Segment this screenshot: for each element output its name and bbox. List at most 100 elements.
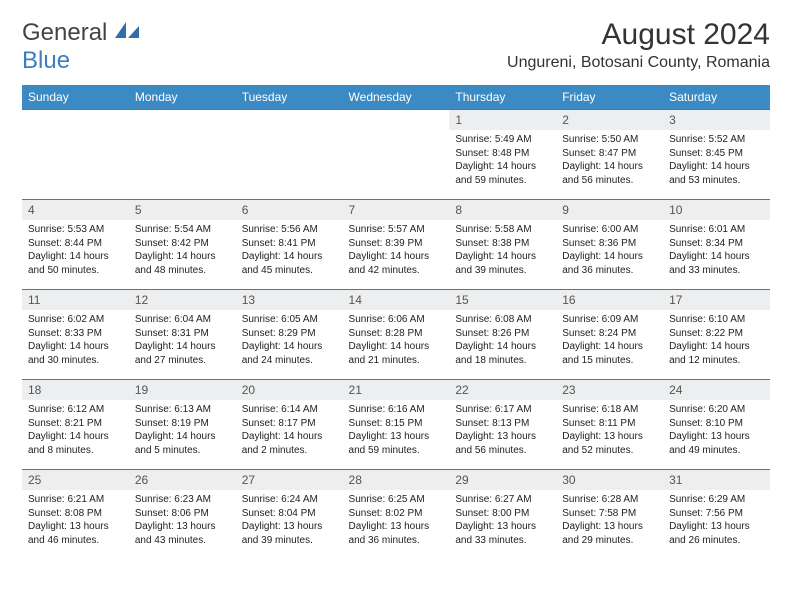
day-number: 18: [22, 380, 129, 400]
day-number: 3: [663, 110, 770, 130]
sunrise-text: Sunrise: 6:05 AM: [242, 313, 337, 327]
sunset-text: Sunset: 8:10 PM: [669, 417, 764, 431]
sunset-text: Sunset: 8:02 PM: [349, 507, 444, 521]
day-number: 29: [449, 470, 556, 490]
calendar-day-cell: 19Sunrise: 6:13 AMSunset: 8:19 PMDayligh…: [129, 380, 236, 470]
day-details: Sunrise: 5:54 AMSunset: 8:42 PMDaylight:…: [129, 220, 236, 283]
calendar-day-cell: 2Sunrise: 5:50 AMSunset: 8:47 PMDaylight…: [556, 110, 663, 200]
sunset-text: Sunset: 8:31 PM: [135, 327, 230, 341]
calendar-day-cell: [236, 110, 343, 200]
weekday-header: Thursday: [449, 85, 556, 110]
sunrise-text: Sunrise: 6:10 AM: [669, 313, 764, 327]
calendar-day-cell: 20Sunrise: 6:14 AMSunset: 8:17 PMDayligh…: [236, 380, 343, 470]
day-details: Sunrise: 6:28 AMSunset: 7:58 PMDaylight:…: [556, 490, 663, 553]
logo-sail-icon: [115, 22, 139, 40]
sunrise-text: Sunrise: 6:17 AM: [455, 403, 550, 417]
calendar-day-cell: 22Sunrise: 6:17 AMSunset: 8:13 PMDayligh…: [449, 380, 556, 470]
calendar-day-cell: 5Sunrise: 5:54 AMSunset: 8:42 PMDaylight…: [129, 200, 236, 290]
sunrise-text: Sunrise: 6:09 AM: [562, 313, 657, 327]
day-details: Sunrise: 6:02 AMSunset: 8:33 PMDaylight:…: [22, 310, 129, 373]
day-number: 25: [22, 470, 129, 490]
weekday-header: Friday: [556, 85, 663, 110]
daylight-text: Daylight: 13 hours and 26 minutes.: [669, 520, 764, 547]
day-number: 20: [236, 380, 343, 400]
daylight-text: Daylight: 14 hours and 39 minutes.: [455, 250, 550, 277]
sunrise-text: Sunrise: 6:16 AM: [349, 403, 444, 417]
sunset-text: Sunset: 8:44 PM: [28, 237, 123, 251]
daylight-text: Daylight: 14 hours and 36 minutes.: [562, 250, 657, 277]
calendar-table: Sunday Monday Tuesday Wednesday Thursday…: [22, 85, 770, 560]
sunset-text: Sunset: 8:17 PM: [242, 417, 337, 431]
daylight-text: Daylight: 14 hours and 15 minutes.: [562, 340, 657, 367]
sunset-text: Sunset: 8:28 PM: [349, 327, 444, 341]
daylight-text: Daylight: 13 hours and 43 minutes.: [135, 520, 230, 547]
sunset-text: Sunset: 8:45 PM: [669, 147, 764, 161]
sunrise-text: Sunrise: 6:29 AM: [669, 493, 764, 507]
day-number: 19: [129, 380, 236, 400]
sunrise-text: Sunrise: 5:54 AM: [135, 223, 230, 237]
day-number: [22, 110, 129, 128]
day-number: 14: [343, 290, 450, 310]
daylight-text: Daylight: 14 hours and 12 minutes.: [669, 340, 764, 367]
day-number: 8: [449, 200, 556, 220]
day-details: Sunrise: 6:06 AMSunset: 8:28 PMDaylight:…: [343, 310, 450, 373]
sunset-text: Sunset: 8:33 PM: [28, 327, 123, 341]
day-details: Sunrise: 5:58 AMSunset: 8:38 PMDaylight:…: [449, 220, 556, 283]
weekday-header: Wednesday: [343, 85, 450, 110]
daylight-text: Daylight: 13 hours and 52 minutes.: [562, 430, 657, 457]
sunrise-text: Sunrise: 5:49 AM: [455, 133, 550, 147]
sunrise-text: Sunrise: 6:20 AM: [669, 403, 764, 417]
sunset-text: Sunset: 8:41 PM: [242, 237, 337, 251]
daylight-text: Daylight: 14 hours and 21 minutes.: [349, 340, 444, 367]
day-number: 2: [556, 110, 663, 130]
calendar-day-cell: 28Sunrise: 6:25 AMSunset: 8:02 PMDayligh…: [343, 470, 450, 560]
day-number: 4: [22, 200, 129, 220]
sunrise-text: Sunrise: 5:50 AM: [562, 133, 657, 147]
weekday-header-row: Sunday Monday Tuesday Wednesday Thursday…: [22, 85, 770, 110]
sunset-text: Sunset: 8:04 PM: [242, 507, 337, 521]
calendar-day-cell: 16Sunrise: 6:09 AMSunset: 8:24 PMDayligh…: [556, 290, 663, 380]
calendar-day-cell: 10Sunrise: 6:01 AMSunset: 8:34 PMDayligh…: [663, 200, 770, 290]
day-details: [22, 128, 129, 137]
calendar-day-cell: 1Sunrise: 5:49 AMSunset: 8:48 PMDaylight…: [449, 110, 556, 200]
day-number: 30: [556, 470, 663, 490]
sunrise-text: Sunrise: 5:53 AM: [28, 223, 123, 237]
calendar-day-cell: 30Sunrise: 6:28 AMSunset: 7:58 PMDayligh…: [556, 470, 663, 560]
day-number: 24: [663, 380, 770, 400]
day-number: 27: [236, 470, 343, 490]
sunset-text: Sunset: 8:48 PM: [455, 147, 550, 161]
sunset-text: Sunset: 8:26 PM: [455, 327, 550, 341]
calendar-week-row: 18Sunrise: 6:12 AMSunset: 8:21 PMDayligh…: [22, 380, 770, 470]
calendar-day-cell: 25Sunrise: 6:21 AMSunset: 8:08 PMDayligh…: [22, 470, 129, 560]
daylight-text: Daylight: 13 hours and 59 minutes.: [349, 430, 444, 457]
sunrise-text: Sunrise: 6:12 AM: [28, 403, 123, 417]
sunset-text: Sunset: 8:47 PM: [562, 147, 657, 161]
weekday-header: Monday: [129, 85, 236, 110]
sunrise-text: Sunrise: 6:01 AM: [669, 223, 764, 237]
day-number: 28: [343, 470, 450, 490]
day-details: Sunrise: 6:05 AMSunset: 8:29 PMDaylight:…: [236, 310, 343, 373]
day-number: [236, 110, 343, 128]
daylight-text: Daylight: 13 hours and 49 minutes.: [669, 430, 764, 457]
day-details: Sunrise: 6:24 AMSunset: 8:04 PMDaylight:…: [236, 490, 343, 553]
sunset-text: Sunset: 8:15 PM: [349, 417, 444, 431]
day-number: 22: [449, 380, 556, 400]
day-details: Sunrise: 6:13 AMSunset: 8:19 PMDaylight:…: [129, 400, 236, 463]
logo-word1: General: [22, 19, 107, 46]
calendar-day-cell: [343, 110, 450, 200]
weekday-header: Sunday: [22, 85, 129, 110]
day-details: Sunrise: 6:23 AMSunset: 8:06 PMDaylight:…: [129, 490, 236, 553]
day-details: Sunrise: 6:08 AMSunset: 8:26 PMDaylight:…: [449, 310, 556, 373]
calendar-day-cell: 18Sunrise: 6:12 AMSunset: 8:21 PMDayligh…: [22, 380, 129, 470]
day-details: Sunrise: 5:49 AMSunset: 8:48 PMDaylight:…: [449, 130, 556, 193]
sunrise-text: Sunrise: 5:57 AM: [349, 223, 444, 237]
weekday-header: Saturday: [663, 85, 770, 110]
logo-word2: Blue: [22, 47, 70, 74]
sunset-text: Sunset: 8:42 PM: [135, 237, 230, 251]
daylight-text: Daylight: 13 hours and 39 minutes.: [242, 520, 337, 547]
sunset-text: Sunset: 8:36 PM: [562, 237, 657, 251]
sunrise-text: Sunrise: 5:58 AM: [455, 223, 550, 237]
daylight-text: Daylight: 13 hours and 56 minutes.: [455, 430, 550, 457]
daylight-text: Daylight: 14 hours and 8 minutes.: [28, 430, 123, 457]
day-details: Sunrise: 6:20 AMSunset: 8:10 PMDaylight:…: [663, 400, 770, 463]
